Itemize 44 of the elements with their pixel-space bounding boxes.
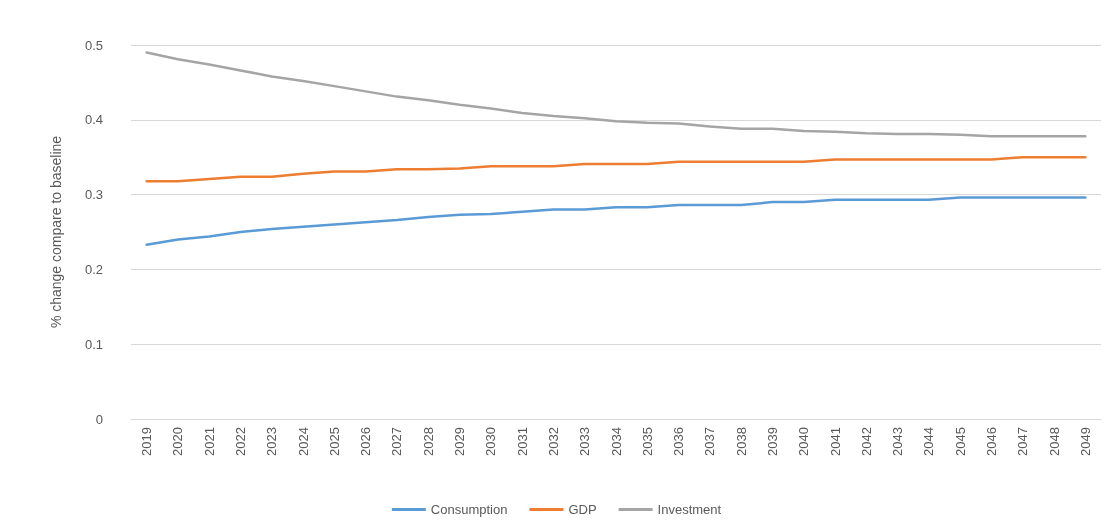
x-tick-label: 2025 bbox=[326, 427, 342, 456]
x-tick-label: 2029 bbox=[452, 427, 468, 456]
x-tick-label: 2041 bbox=[827, 427, 843, 456]
x-tick-label: 2046 bbox=[983, 427, 999, 456]
y-tick-label: 0.4 bbox=[84, 112, 103, 128]
x-tick-label: 2044 bbox=[921, 427, 937, 456]
x-tick-label: 2043 bbox=[890, 427, 906, 456]
x-tick-label: 2023 bbox=[264, 427, 280, 456]
x-tick-label: 2037 bbox=[702, 427, 718, 456]
x-tick-label: 2020 bbox=[170, 427, 186, 456]
x-tick-label: 2047 bbox=[1015, 427, 1031, 456]
y-tick-label: 0.3 bbox=[84, 187, 103, 203]
x-tick-label: 2034 bbox=[608, 427, 624, 456]
x-tick-label: 2032 bbox=[545, 427, 561, 456]
y-axis-title: % change compare to baseline bbox=[48, 135, 64, 329]
x-tick-label: 2045 bbox=[952, 427, 968, 456]
x-tick-label: 2021 bbox=[201, 427, 217, 456]
legend-label: Investment bbox=[657, 502, 722, 517]
x-tick-label: 2026 bbox=[358, 427, 374, 456]
line-series bbox=[145, 155, 1087, 183]
x-tick-label: 2049 bbox=[1077, 427, 1093, 456]
x-tick-label: 2036 bbox=[671, 427, 687, 456]
x-tick-label: 2019 bbox=[139, 427, 155, 456]
x-tick-label: 2033 bbox=[577, 427, 593, 456]
y-tick-label: 0.5 bbox=[84, 37, 103, 53]
x-tick-label: 2038 bbox=[733, 427, 749, 456]
line-series bbox=[145, 51, 1087, 138]
x-tick-label: 2027 bbox=[389, 427, 405, 456]
x-tick-label: 2022 bbox=[233, 427, 249, 456]
x-tick-label: 2040 bbox=[796, 427, 812, 456]
line-series bbox=[145, 196, 1087, 246]
x-tick-label: 2039 bbox=[764, 427, 780, 456]
y-tick-label: 0.2 bbox=[84, 261, 103, 277]
x-tick-label: 2031 bbox=[514, 427, 530, 456]
x-tick-label: 2035 bbox=[639, 427, 655, 456]
x-tick-label: 2024 bbox=[295, 427, 311, 456]
x-tick-label: 2048 bbox=[1046, 427, 1062, 456]
x-tick-label: 2042 bbox=[858, 427, 874, 456]
y-tick-label: 0 bbox=[95, 411, 103, 427]
y-tick-label: 0.1 bbox=[84, 336, 103, 352]
x-tick-label: 2030 bbox=[483, 427, 499, 456]
x-tick-label: 2028 bbox=[420, 427, 436, 456]
legend-label: GDP bbox=[568, 502, 597, 517]
legend-label: Consumption bbox=[430, 502, 508, 517]
